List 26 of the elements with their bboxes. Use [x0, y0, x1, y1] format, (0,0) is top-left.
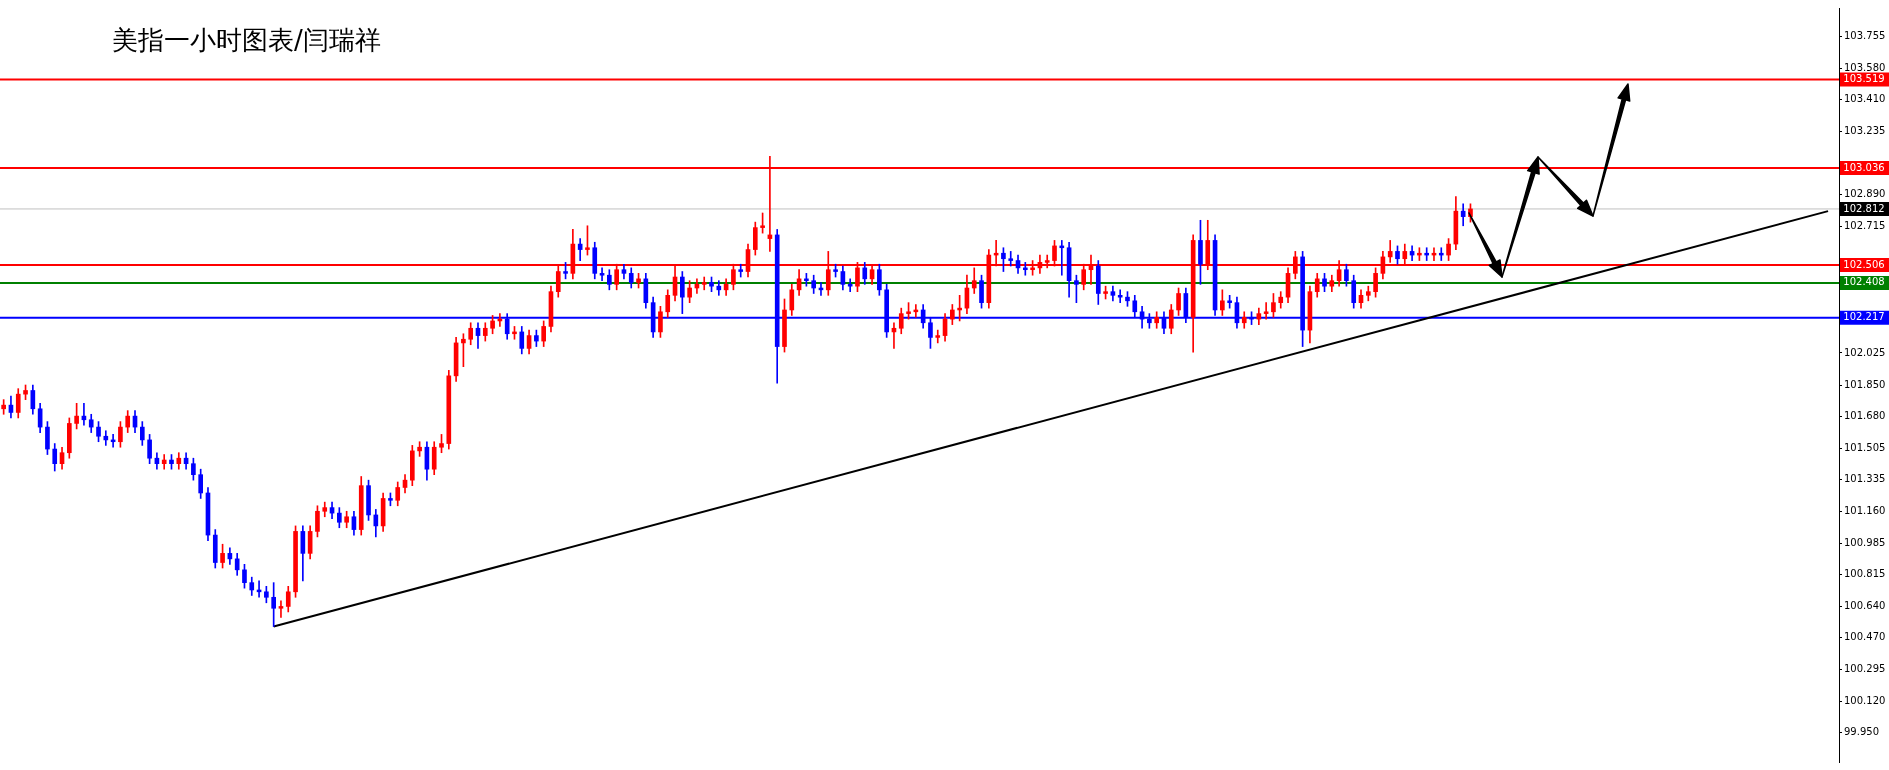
y-tick-label: 103.580	[1844, 61, 1886, 73]
text: 美指一小时图表/闫瑞祥	[112, 24, 381, 55]
y-tick-label: 100.815	[1844, 568, 1886, 580]
y-tick-label: 101.335	[1844, 472, 1886, 484]
y-tick-label: 100.120	[1844, 695, 1886, 707]
y-tick-label: 100.640	[1844, 600, 1886, 612]
ref-line-label: 102.217	[1843, 311, 1885, 323]
ref-line-label: 102.408	[1843, 276, 1885, 288]
y-tick-label: 103.410	[1844, 93, 1886, 105]
ref-line-label: 102.812	[1843, 202, 1885, 214]
y-tick-label: 102.890	[1844, 188, 1886, 200]
y-tick-label: 100.985	[1844, 536, 1886, 548]
y-tick-label: 101.850	[1844, 378, 1886, 390]
y-tick-label: 101.160	[1844, 504, 1886, 516]
y-tick-label: 101.505	[1844, 441, 1886, 453]
y-tick-label: 100.470	[1844, 631, 1886, 643]
y-tick-label: 100.295	[1844, 663, 1886, 675]
y-tick-label: 101.680	[1844, 409, 1886, 421]
y-tick-label: 103.755	[1844, 29, 1886, 41]
ref-line-label: 103.519	[1843, 73, 1885, 85]
y-tick-label: 103.235	[1844, 125, 1886, 137]
ref-line-label: 103.036	[1843, 161, 1885, 173]
ref-line-label: 102.506	[1843, 258, 1885, 270]
y-tick-label: 102.025	[1844, 346, 1886, 358]
y-tick-label: 99.950	[1844, 726, 1879, 738]
y-tick-label: 102.715	[1844, 220, 1886, 232]
